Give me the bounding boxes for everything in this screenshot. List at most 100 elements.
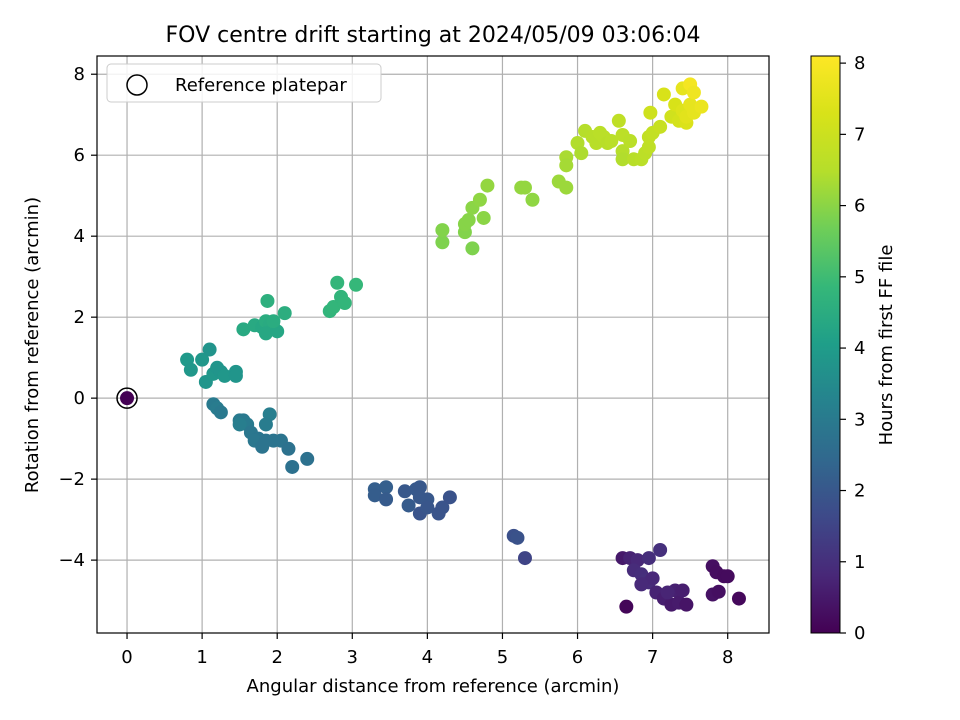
scatter-point bbox=[653, 542, 668, 557]
scatter-point bbox=[367, 488, 382, 503]
colorbar-tick-label: 2 bbox=[854, 481, 865, 502]
y-tick-label: 6 bbox=[74, 145, 85, 166]
colorbar-tick-label: 5 bbox=[854, 267, 865, 288]
scatter-point bbox=[397, 484, 412, 499]
scatter-point bbox=[472, 192, 487, 207]
scatter-point bbox=[517, 551, 532, 566]
scatter-point bbox=[623, 134, 638, 149]
x-axis-label: Angular distance from reference (arcmin) bbox=[247, 676, 620, 697]
scatter-point bbox=[330, 275, 345, 290]
scatter-point bbox=[202, 342, 217, 357]
scatter-point bbox=[266, 314, 281, 329]
scatter-point bbox=[634, 577, 649, 592]
y-tick-label: 4 bbox=[74, 226, 85, 247]
scatter-point bbox=[401, 498, 416, 513]
scatter-point bbox=[604, 134, 619, 149]
scatter-point bbox=[615, 152, 630, 167]
scatter-point bbox=[476, 210, 491, 225]
colorbar-label: Hours from first FF file bbox=[876, 245, 897, 446]
x-tick-label: 4 bbox=[422, 647, 433, 668]
y-axis-label: Rotation from reference (arcmin) bbox=[22, 197, 43, 493]
scatter-point bbox=[645, 571, 660, 586]
scatter-point bbox=[525, 192, 540, 207]
scatter-point bbox=[641, 551, 656, 566]
y-tick-label: 2 bbox=[74, 307, 85, 328]
scatter-point bbox=[465, 241, 480, 256]
scatter-point bbox=[277, 306, 292, 321]
scatter-point bbox=[412, 480, 427, 495]
scatter-point bbox=[619, 599, 634, 614]
scatter-point bbox=[213, 405, 228, 420]
colorbar-tick-label: 8 bbox=[854, 53, 865, 74]
scatter-point bbox=[731, 591, 746, 606]
legend-entry-reference: Reference platepar bbox=[175, 75, 347, 96]
scatter-point bbox=[379, 480, 394, 495]
scatter-point bbox=[517, 180, 532, 195]
y-tick-label: 8 bbox=[74, 64, 85, 85]
x-tick-label: 3 bbox=[347, 647, 358, 668]
reference-point-fill bbox=[120, 391, 135, 406]
x-tick-label: 8 bbox=[722, 647, 733, 668]
scatter-point bbox=[653, 119, 668, 134]
scatter-point bbox=[480, 178, 495, 193]
legend-box bbox=[106, 63, 382, 103]
reference-point bbox=[116, 387, 138, 409]
scatter-point bbox=[236, 322, 251, 337]
y-tick-label: −2 bbox=[58, 469, 85, 490]
scatter-point bbox=[420, 500, 435, 515]
data-points bbox=[180, 77, 746, 614]
scatter-point bbox=[349, 277, 364, 292]
scatter-point bbox=[611, 113, 626, 128]
grid-lines bbox=[97, 56, 769, 633]
scatter-point bbox=[656, 87, 671, 102]
scatter-point bbox=[326, 300, 341, 315]
colorbar-tick-label: 3 bbox=[854, 409, 865, 430]
scatter-point bbox=[300, 451, 315, 466]
scatter-point bbox=[675, 583, 690, 598]
x-tick-label: 0 bbox=[121, 647, 132, 668]
colorbar bbox=[810, 55, 841, 634]
scatter-point bbox=[435, 223, 450, 238]
x-axis-ticks: 0 1 2 3 4 5 6 7 8 bbox=[121, 633, 733, 668]
scatter-point bbox=[643, 105, 658, 120]
colorbar-tick-label: 6 bbox=[854, 196, 865, 217]
scatter-point bbox=[217, 368, 232, 383]
scatter-point bbox=[559, 158, 574, 173]
x-tick-label: 2 bbox=[271, 647, 282, 668]
x-tick-label: 1 bbox=[196, 647, 207, 668]
colorbar-tick-label: 7 bbox=[854, 124, 865, 145]
plot-frame bbox=[96, 55, 770, 634]
reference-point-ring bbox=[116, 387, 138, 409]
scatter-point bbox=[285, 459, 300, 474]
scatter-point bbox=[461, 212, 476, 227]
legend: Reference platepar bbox=[106, 63, 382, 103]
scatter-point bbox=[435, 235, 450, 250]
y-axis-ticks: −4 −2 0 2 4 6 8 bbox=[58, 64, 97, 571]
scatter-point bbox=[379, 492, 394, 507]
x-tick-label: 6 bbox=[572, 647, 583, 668]
scatter-point bbox=[337, 295, 352, 310]
x-tick-label: 7 bbox=[647, 647, 658, 668]
scatter-point bbox=[679, 597, 694, 612]
chart-title: FOV centre drift starting at 2024/05/09 … bbox=[166, 23, 701, 48]
scatter-point bbox=[258, 417, 273, 432]
scatter-point bbox=[228, 368, 243, 383]
y-tick-label: −4 bbox=[58, 550, 85, 571]
scatter-point bbox=[260, 293, 275, 308]
scatter-point bbox=[686, 85, 701, 100]
colorbar-ticks: 0 1 2 3 4 5 6 7 8 bbox=[840, 53, 865, 644]
scatter-point bbox=[195, 352, 210, 367]
colorbar-tick-label: 4 bbox=[854, 338, 865, 359]
scatter-point bbox=[281, 441, 296, 456]
x-tick-label: 5 bbox=[497, 647, 508, 668]
scatter-point bbox=[510, 530, 525, 545]
scatter-point bbox=[435, 500, 450, 515]
scatter-point bbox=[183, 362, 198, 377]
legend-marker bbox=[126, 74, 148, 96]
colorbar-tick-label: 1 bbox=[854, 552, 865, 573]
scatter-point bbox=[258, 326, 273, 341]
scatter-point bbox=[559, 180, 574, 195]
scatter-point bbox=[232, 417, 247, 432]
scatter-point bbox=[694, 99, 709, 114]
